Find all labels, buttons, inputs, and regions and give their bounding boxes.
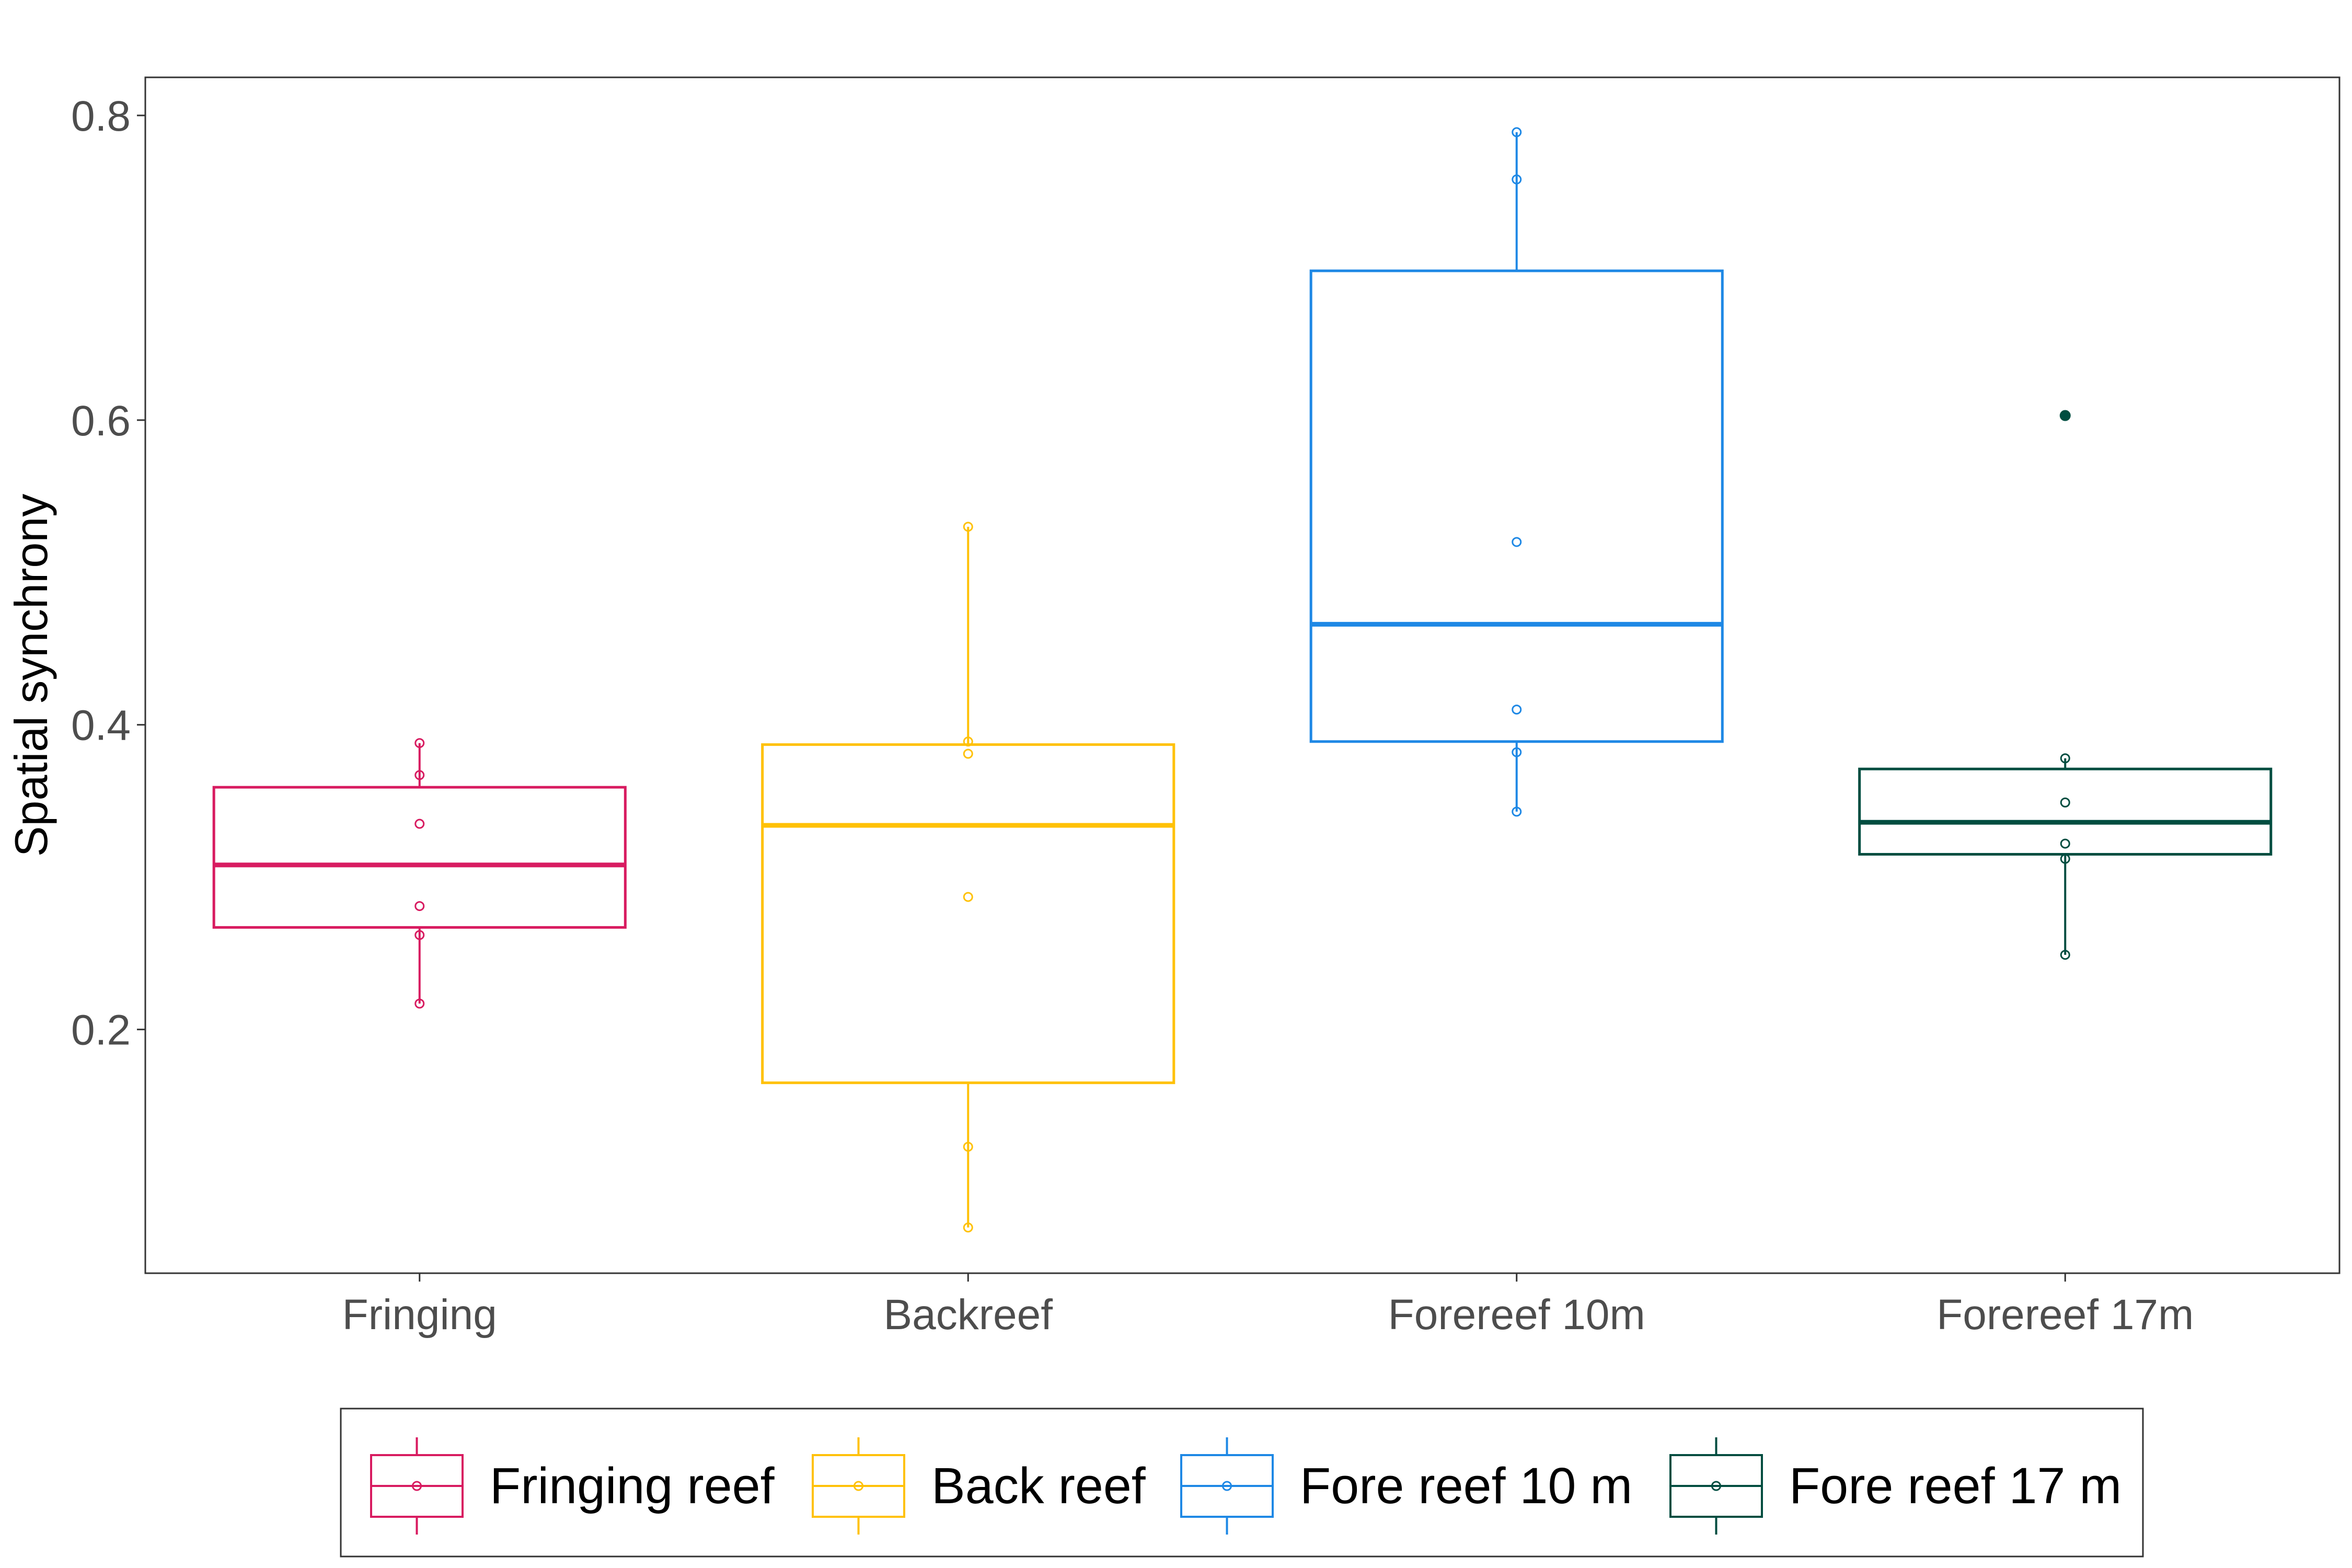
data-point (1512, 747, 1522, 757)
data-point (963, 892, 973, 902)
data-point (963, 736, 973, 747)
x-axis: Fringing Backreef Forereef 10m Forereef 17m (342, 1273, 2194, 1339)
y-tick-label: 0.8 (71, 93, 131, 140)
legend-label: Fore reef 10 m (1300, 1457, 1632, 1514)
data-point (1512, 127, 1522, 137)
legend-frame (340, 1408, 2144, 1558)
data-point (414, 901, 425, 912)
box-iqr (212, 786, 627, 929)
box-series-group (212, 127, 2273, 1233)
box-iqr (1309, 269, 1724, 743)
data-point (963, 1142, 973, 1152)
y-tick-label: 0.6 (71, 397, 131, 445)
data-point (1512, 174, 1522, 185)
outlier-point (2059, 410, 2071, 421)
data-point (414, 770, 425, 780)
legend-key-point (412, 1481, 422, 1491)
legend-key-point (854, 1481, 863, 1491)
data-point (1512, 537, 1522, 547)
data-point (414, 738, 425, 748)
legend-item: Fore reef 10 m (1180, 1437, 1632, 1535)
box-iqr (761, 743, 1175, 1085)
y-tick-label: 0.4 (71, 702, 131, 750)
data-point (1512, 806, 1522, 817)
legend: Fringing reef Back reef Fore reef 10 m Fore… (340, 1408, 2144, 1558)
y-tick-label: 0.2 (71, 1007, 131, 1054)
data-point (2060, 838, 2070, 849)
x-tick-label: Backreef (883, 1291, 1053, 1339)
plot-panel (144, 76, 2341, 1274)
y-axis-title: Spatial synchrony (5, 494, 57, 857)
data-point (1512, 705, 1522, 715)
data-point (414, 818, 425, 829)
x-tick-label: Forereef 17m (1936, 1291, 2194, 1339)
box-series-4 (1858, 410, 2273, 960)
legend-label: Fore reef 17 m (1789, 1457, 2122, 1514)
data-point (2060, 797, 2070, 808)
y-axis: 0.2 0.4 0.6 0.8 (71, 93, 145, 1054)
data-point (2060, 854, 2070, 864)
legend-label: Fringing reef (490, 1457, 775, 1514)
box-series-1 (212, 738, 627, 1009)
panel-border (144, 76, 2341, 1274)
legend-label: Back reef (931, 1457, 1146, 1514)
data-point (414, 998, 425, 1009)
box-series-2 (761, 522, 1175, 1233)
data-point (963, 748, 973, 759)
box-series-3 (1309, 127, 1724, 817)
data-point (2060, 753, 2070, 764)
data-point (963, 1223, 973, 1233)
data-point (963, 522, 973, 532)
x-tick-label: Forereef 10m (1388, 1291, 1645, 1339)
x-tick-label: Fringing (342, 1291, 497, 1339)
data-point (2060, 950, 2070, 960)
data-point (414, 930, 425, 940)
legend-item: Fringing reef (370, 1437, 775, 1535)
legend-key-point (1711, 1481, 1721, 1491)
legend-item: Back reef (812, 1437, 1146, 1535)
legend-key-point (1222, 1481, 1232, 1491)
legend-item: Fore reef 17 m (1669, 1437, 2122, 1535)
